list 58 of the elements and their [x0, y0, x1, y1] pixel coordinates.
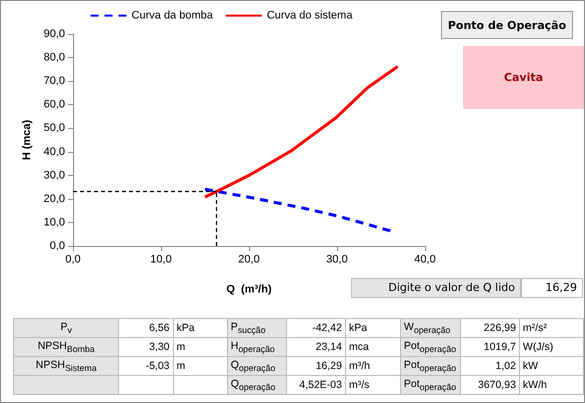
text: H$_{operação}$: [227, 338, 287, 356]
text: 6,56: [118, 318, 174, 338]
x-tick-label: 20,0: [238, 254, 260, 266]
text: Digite o valor de Q lido: [351, 278, 521, 298]
y-tick-label: 10,0: [44, 216, 65, 228]
y-tick-label: 70,0: [44, 75, 65, 88]
text: Cavita: [463, 46, 584, 109]
text: Ponto de Operação: [441, 11, 573, 39]
text: Q$_{operação}$: [227, 376, 287, 394]
text: 16,29: [521, 278, 583, 298]
y-tick-label: 0,0: [50, 240, 65, 252]
y-tick-label: 80,0: [44, 52, 65, 64]
text: kW: [519, 356, 584, 376]
text: -5,03: [118, 356, 174, 376]
line-series: [204, 65, 400, 199]
text: m³/s: [345, 376, 400, 394]
text: Pot$_{operação}$: [400, 376, 461, 394]
text: kPa: [173, 318, 228, 338]
x-tick-label: 30,0: [326, 254, 348, 266]
x-axis-title: Q (m³/h): [226, 284, 272, 296]
legend-label: Curva do sistema: [266, 10, 354, 22]
text: 3670,93: [460, 376, 520, 394]
y-tick-label: 20,0: [44, 192, 65, 205]
x-tick-label: 0,0: [65, 254, 81, 266]
text: mca: [345, 338, 400, 356]
text: kW/h: [519, 376, 584, 394]
text: P$_{v}$: [14, 318, 119, 338]
text: m³/h: [345, 356, 400, 376]
text: W$_{operação}$: [400, 318, 461, 338]
text: 23,14: [286, 338, 346, 356]
y-tick-label: 60,0: [44, 98, 65, 111]
text: W(J/s): [519, 338, 584, 356]
text: 4,52E-03: [286, 376, 346, 394]
text: kPa: [345, 318, 400, 338]
legend-label: Curva da bomba: [132, 10, 214, 22]
y-tick-label: 40,0: [44, 146, 65, 158]
text: Pot$_{operação}$: [400, 338, 461, 356]
text: NPSH$_{Bomba}$: [14, 338, 119, 356]
text: 3,30: [118, 338, 174, 356]
y-tick-label: 30,0: [44, 169, 65, 182]
text: 16,29: [286, 356, 346, 376]
x-tick-label: 10,0: [150, 254, 172, 266]
text: 1,02: [460, 356, 520, 376]
y-tick-label: 90,0: [44, 28, 65, 40]
text: Pot$_{operação}$: [400, 356, 461, 376]
text: -42,42: [286, 318, 346, 338]
text: m: [173, 338, 228, 356]
x-tick-label: 40,0: [414, 254, 436, 266]
text: 226,99: [460, 318, 520, 338]
text: m: [173, 356, 228, 376]
text: Q$_{operação}$: [227, 356, 287, 376]
text: NPSH$_{Sistema}$: [14, 356, 119, 376]
line-series: [204, 188, 392, 232]
text: P$_{sucção}$: [227, 318, 287, 338]
text: 1019,7: [460, 338, 520, 356]
text: m²/s²: [519, 318, 584, 338]
y-axis-title: H (mca): [21, 119, 34, 160]
y-tick-label: 50,0: [44, 122, 65, 134]
